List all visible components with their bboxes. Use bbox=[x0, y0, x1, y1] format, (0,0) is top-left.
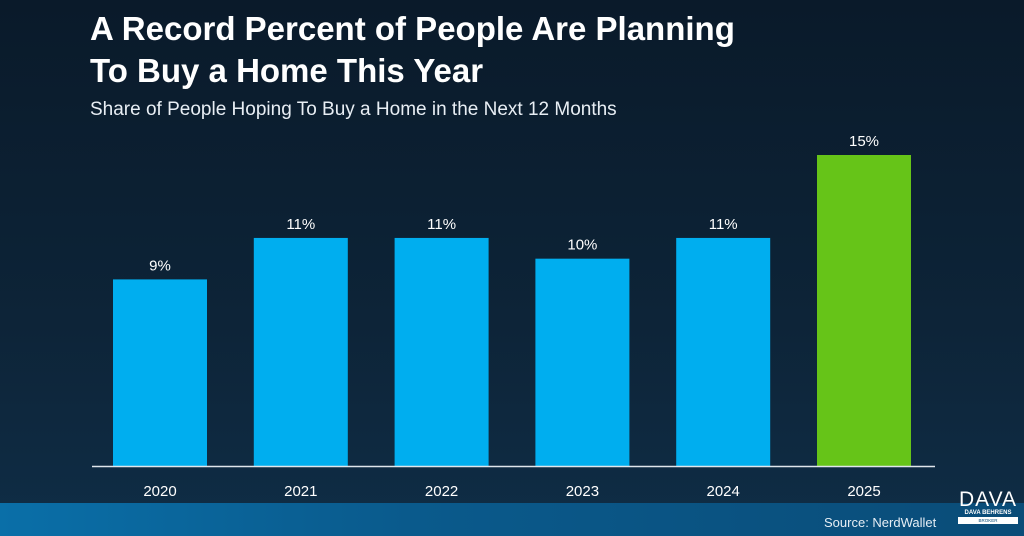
bar-2021 bbox=[253, 237, 348, 466]
footer-band bbox=[0, 503, 1024, 536]
data-label: 9% bbox=[149, 257, 171, 274]
brand-logo: DAVA DAVA BEHRENS BROKER bbox=[958, 488, 1018, 524]
source-note: Source: NerdWallet bbox=[824, 515, 937, 530]
data-label: 15% bbox=[849, 133, 879, 150]
x-tick-label: 2022 bbox=[425, 483, 458, 500]
chart-subtitle: Share of People Hoping To Buy a Home in … bbox=[90, 99, 617, 120]
logo-main: DAVA bbox=[958, 488, 1018, 511]
data-label: 11% bbox=[427, 216, 456, 233]
bar-2023 bbox=[535, 258, 630, 466]
title-line-2: To Buy a Home This Year bbox=[90, 52, 484, 89]
bar-2025 bbox=[817, 155, 911, 466]
data-label: 11% bbox=[286, 216, 315, 233]
logo-name: DAVA BEHRENS bbox=[958, 510, 1018, 518]
bar-2020 bbox=[113, 279, 207, 466]
x-tick-label: 2025 bbox=[847, 483, 880, 500]
data-label: 10% bbox=[567, 237, 597, 254]
x-tick-label: 2021 bbox=[284, 483, 317, 500]
chart-title: A Record Percent of People Are Planning … bbox=[90, 8, 735, 92]
data-label: 11% bbox=[709, 216, 738, 233]
title-line-1: A Record Percent of People Are Planning bbox=[90, 10, 735, 47]
logo-role: BROKER bbox=[958, 518, 1018, 524]
x-tick-label: 2020 bbox=[143, 483, 176, 500]
x-tick-label: 2023 bbox=[566, 483, 599, 500]
bar-2024 bbox=[676, 237, 771, 466]
x-tick-label: 2024 bbox=[707, 483, 740, 500]
bar-2022 bbox=[394, 237, 489, 466]
